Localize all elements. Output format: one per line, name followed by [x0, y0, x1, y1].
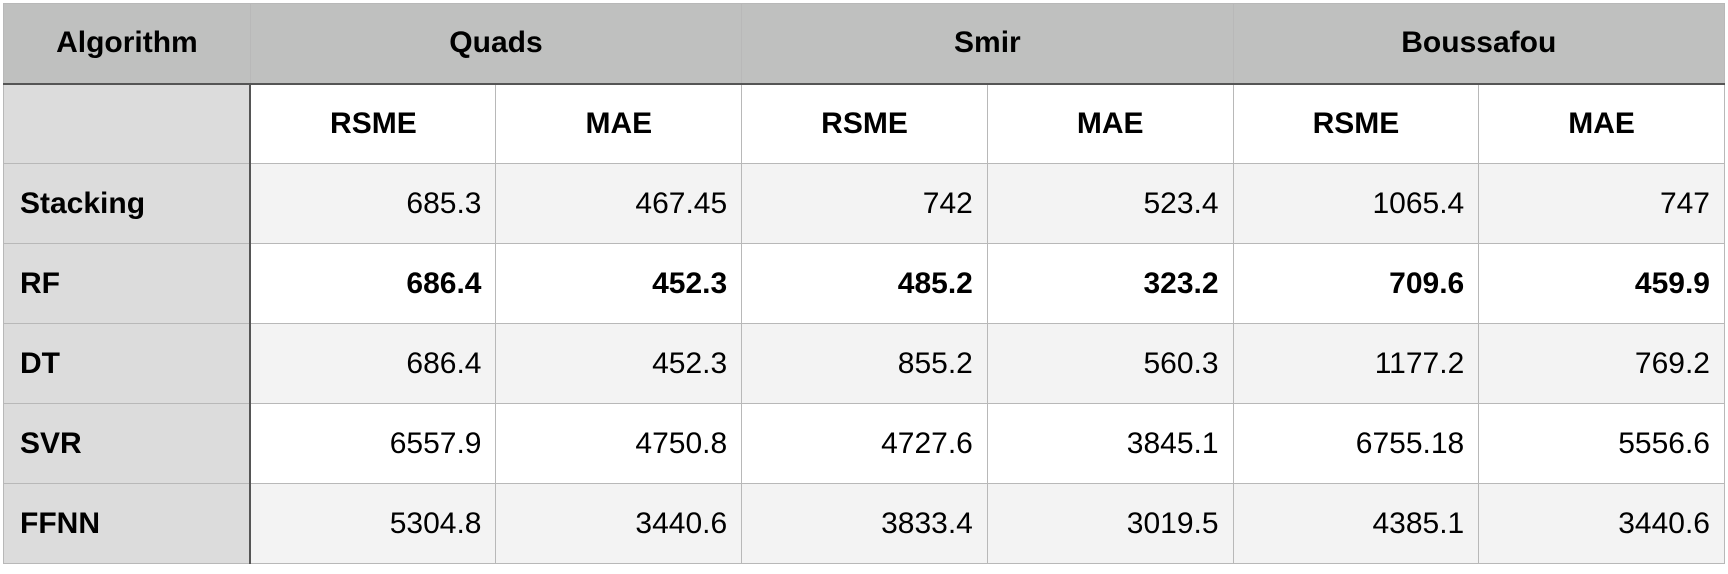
table-cell: 855.2 — [741, 323, 988, 404]
row-label: FFNN — [3, 483, 252, 564]
table-cell: 686.4 — [249, 243, 497, 324]
table-row: Stacking 685.3 467.45 742 523.4 1065.4 7… — [3, 163, 1725, 244]
table-cell: 452.3 — [495, 323, 743, 404]
subheader-rsme: RSME — [249, 83, 497, 164]
table-cell: 5556.6 — [1478, 403, 1725, 484]
table-cell: 485.2 — [741, 243, 988, 324]
table-cell: 3833.4 — [741, 483, 988, 564]
algorithm-header: Algorithm — [3, 3, 251, 85]
subheader-mae: MAE — [495, 83, 743, 164]
table-cell: 3440.6 — [1478, 483, 1725, 564]
subheader-row: RSME MAE RSME MAE RSME MAE — [3, 83, 1725, 164]
table-cell: 1177.2 — [1232, 323, 1480, 404]
group-header-smir: Smir — [741, 3, 1234, 85]
table-cell: 747 — [1478, 163, 1725, 244]
results-table: Algorithm Quads Smir Boussafou RSME MAE … — [3, 3, 1726, 564]
group-header-quads: Quads — [249, 3, 743, 85]
table-cell: 3440.6 — [495, 483, 743, 564]
table-row: SVR 6557.9 4750.8 4727.6 3845.1 6755.18 … — [3, 403, 1725, 484]
row-label: DT — [3, 323, 252, 404]
table-cell: 6755.18 — [1232, 403, 1480, 484]
group-header-boussafou: Boussafou — [1232, 3, 1726, 85]
table-cell: 1065.4 — [1232, 163, 1480, 244]
table-cell: 4385.1 — [1232, 483, 1480, 564]
table-cell: 3019.5 — [986, 483, 1234, 564]
table-row: FFNN 5304.8 3440.6 3833.4 3019.5 4385.1 … — [3, 483, 1725, 564]
table-cell: 323.2 — [986, 243, 1234, 324]
table-cell: 560.3 — [986, 323, 1234, 404]
table-cell: 685.3 — [249, 163, 497, 244]
results-table-container: Algorithm Quads Smir Boussafou RSME MAE … — [3, 3, 1726, 564]
table-cell: 5304.8 — [249, 483, 497, 564]
table-cell: 686.4 — [249, 323, 497, 404]
table-cell: 742 — [741, 163, 988, 244]
subheader-mae: MAE — [986, 83, 1234, 164]
table-cell: 452.3 — [495, 243, 743, 324]
subheader-rsme: RSME — [741, 83, 988, 164]
subheader-mae: MAE — [1478, 83, 1725, 164]
table-cell: 459.9 — [1478, 243, 1725, 324]
subheader-rsme: RSME — [1232, 83, 1480, 164]
table-cell: 6557.9 — [249, 403, 497, 484]
row-label: SVR — [3, 403, 252, 484]
table-cell: 467.45 — [495, 163, 743, 244]
table-cell: 769.2 — [1478, 323, 1725, 404]
table-cell: 4750.8 — [495, 403, 743, 484]
subheader-empty-cell — [3, 83, 252, 164]
table-row: RF 686.4 452.3 485.2 323.2 709.6 459.9 — [3, 243, 1725, 324]
table-cell: 3845.1 — [986, 403, 1234, 484]
table-row: DT 686.4 452.3 855.2 560.3 1177.2 769.2 — [3, 323, 1725, 404]
table-cell: 709.6 — [1232, 243, 1480, 324]
row-label: RF — [3, 243, 252, 324]
group-header-row: Algorithm Quads Smir Boussafou — [3, 3, 1726, 85]
table-cell: 523.4 — [986, 163, 1234, 244]
table-cell: 4727.6 — [741, 403, 988, 484]
row-label: Stacking — [3, 163, 252, 244]
